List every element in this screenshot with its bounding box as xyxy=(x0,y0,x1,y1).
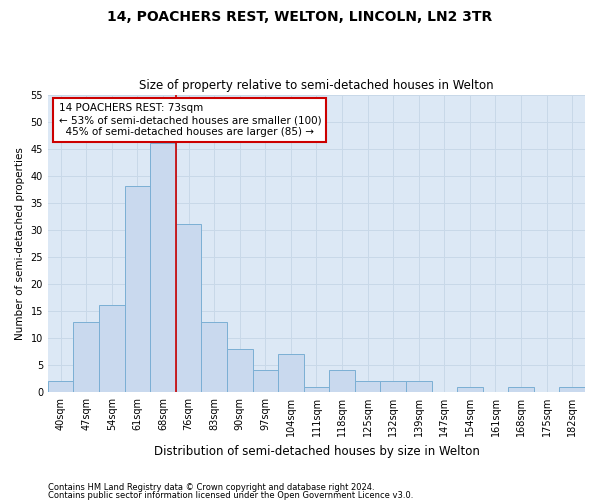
Bar xyxy=(150,143,176,392)
Title: Size of property relative to semi-detached houses in Welton: Size of property relative to semi-detach… xyxy=(139,79,494,92)
Bar xyxy=(457,386,482,392)
Bar xyxy=(99,306,125,392)
Bar xyxy=(355,381,380,392)
Bar xyxy=(48,381,73,392)
Bar xyxy=(253,370,278,392)
Bar xyxy=(406,381,431,392)
Bar xyxy=(304,386,329,392)
Bar xyxy=(278,354,304,392)
Text: 14 POACHERS REST: 73sqm
← 53% of semi-detached houses are smaller (100)
  45% of: 14 POACHERS REST: 73sqm ← 53% of semi-de… xyxy=(59,104,321,136)
Bar xyxy=(329,370,355,392)
Text: Contains public sector information licensed under the Open Government Licence v3: Contains public sector information licen… xyxy=(48,490,413,500)
Bar xyxy=(202,322,227,392)
Bar xyxy=(73,322,99,392)
Text: 14, POACHERS REST, WELTON, LINCOLN, LN2 3TR: 14, POACHERS REST, WELTON, LINCOLN, LN2 … xyxy=(107,10,493,24)
Y-axis label: Number of semi-detached properties: Number of semi-detached properties xyxy=(15,147,25,340)
Bar xyxy=(176,224,202,392)
Bar xyxy=(125,186,150,392)
Bar xyxy=(380,381,406,392)
Text: Contains HM Land Registry data © Crown copyright and database right 2024.: Contains HM Land Registry data © Crown c… xyxy=(48,484,374,492)
Bar xyxy=(227,348,253,392)
Bar xyxy=(559,386,585,392)
X-axis label: Distribution of semi-detached houses by size in Welton: Distribution of semi-detached houses by … xyxy=(154,444,479,458)
Bar xyxy=(508,386,534,392)
